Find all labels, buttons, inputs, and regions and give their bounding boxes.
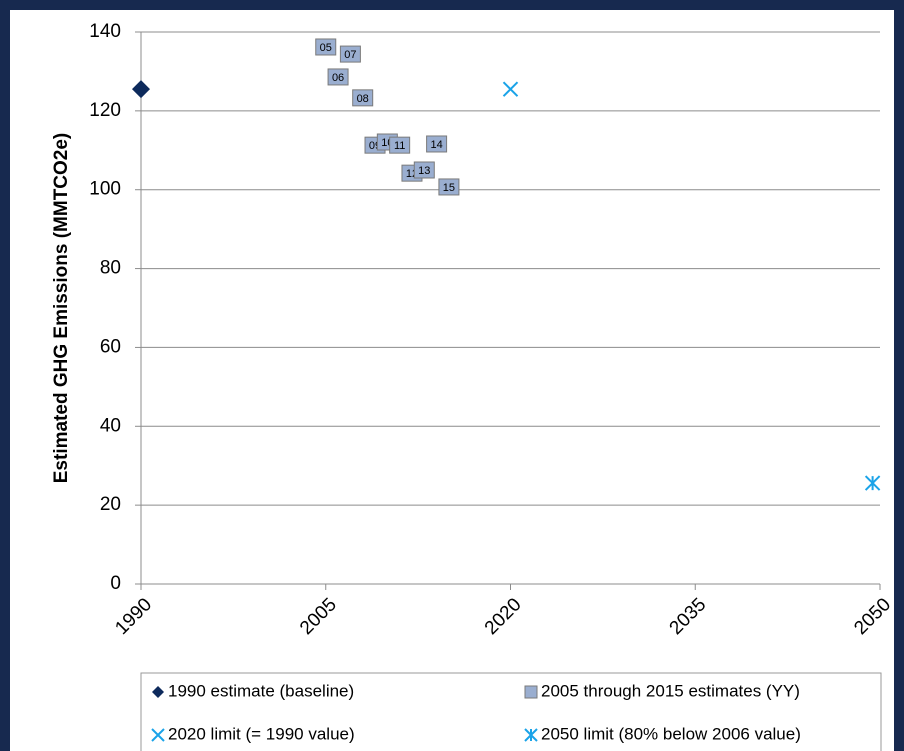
point-label: 15 bbox=[443, 182, 455, 194]
y-tick-label: 60 bbox=[100, 336, 121, 357]
x-tick-label: 2035 bbox=[666, 594, 711, 639]
x-tick-label: 2020 bbox=[481, 594, 526, 639]
legend-label: 2050 limit (80% below 2006 value) bbox=[541, 724, 801, 743]
square-marker bbox=[524, 685, 538, 699]
point-marker bbox=[389, 136, 411, 154]
point-label: 11 bbox=[394, 140, 405, 152]
legend-label: 2020 limit (= 1990 value) bbox=[168, 724, 355, 743]
x-tick-label: 2005 bbox=[296, 594, 341, 639]
y-tick-label: 100 bbox=[89, 179, 121, 200]
y-tick-label: 140 bbox=[89, 21, 121, 42]
asterisk-marker bbox=[864, 475, 881, 491]
point-marker bbox=[315, 38, 337, 56]
y-tick-label: 120 bbox=[89, 100, 121, 121]
y-tick-label: 20 bbox=[100, 494, 121, 515]
point-label: 05 bbox=[320, 42, 332, 54]
point-marker bbox=[438, 178, 460, 196]
point-marker bbox=[327, 68, 349, 86]
point-label: 13 bbox=[418, 165, 430, 177]
point-label: 14 bbox=[430, 139, 442, 151]
y-tick-label: 40 bbox=[100, 415, 121, 436]
point-label: 08 bbox=[357, 93, 369, 105]
asterisk-marker bbox=[524, 728, 538, 742]
legend-box bbox=[140, 672, 882, 751]
y-axis-label: Estimated GHG Emissions (MMTCO2e) bbox=[51, 133, 72, 484]
x-marker bbox=[151, 728, 165, 742]
y-tick-label: 80 bbox=[100, 258, 121, 279]
x-tick-label: 2050 bbox=[850, 594, 895, 639]
diamond-marker bbox=[152, 686, 164, 698]
point-marker bbox=[413, 161, 435, 179]
y-tick-label: 0 bbox=[110, 573, 121, 594]
legend-label: 1990 estimate (baseline) bbox=[168, 681, 354, 700]
point-marker bbox=[339, 45, 361, 63]
point-label: 06 bbox=[332, 72, 344, 84]
diamond-marker bbox=[132, 80, 150, 99]
point-marker bbox=[426, 135, 448, 153]
point-label: 07 bbox=[344, 49, 356, 61]
legend-label: 2005 through 2015 estimates (YY) bbox=[541, 681, 800, 700]
x-tick-label: 1990 bbox=[111, 594, 156, 639]
point-marker bbox=[352, 89, 374, 107]
x-marker bbox=[502, 81, 519, 97]
